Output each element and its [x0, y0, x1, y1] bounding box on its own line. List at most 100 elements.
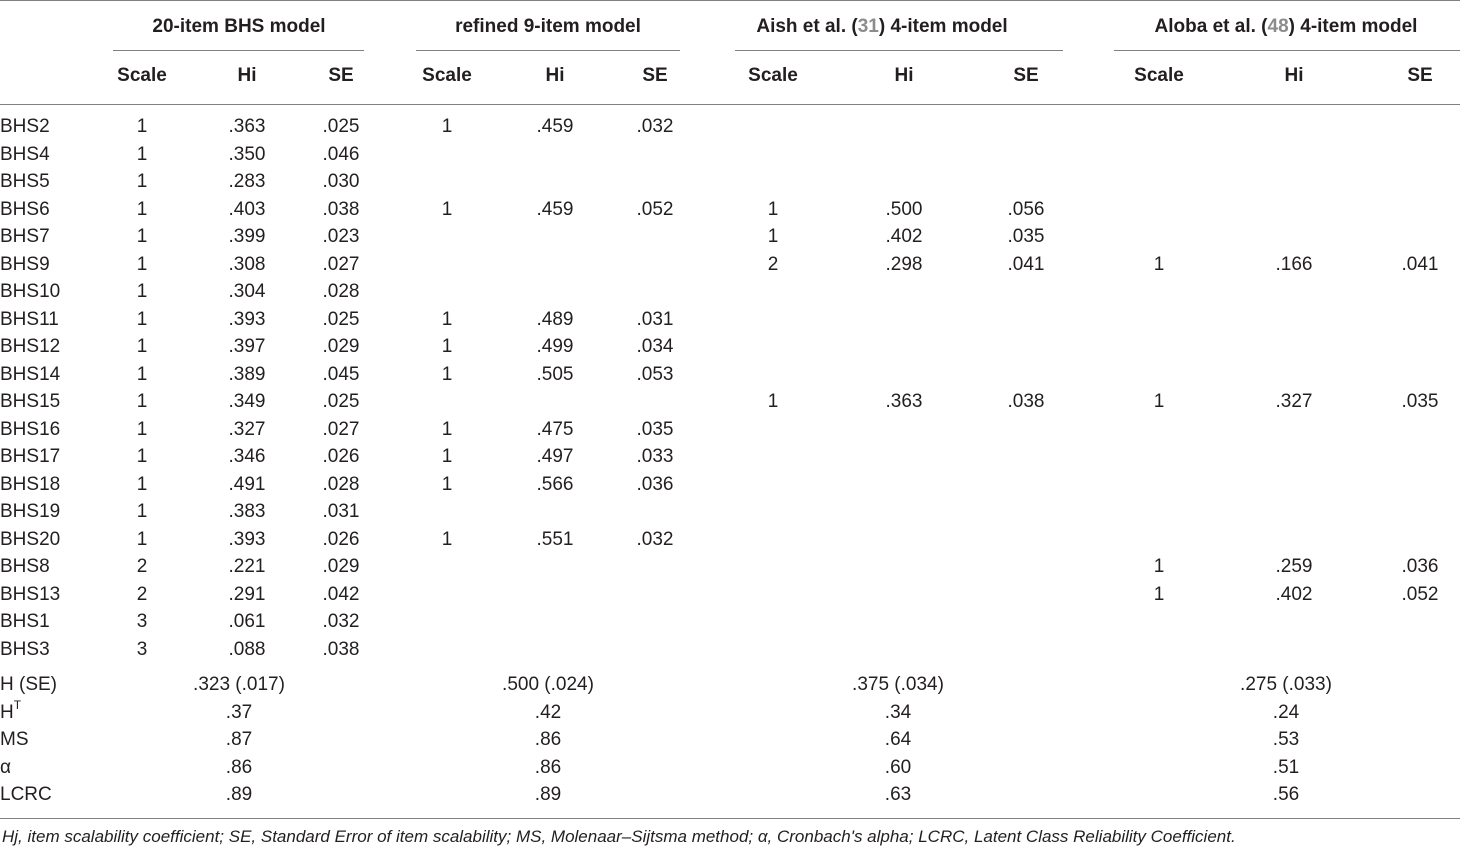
column-header-scale: Scale — [1134, 65, 1184, 86]
table-cell: .041 — [1401, 253, 1439, 275]
table-cell: 1 — [767, 226, 779, 247]
table-cell: .403 — [228, 198, 266, 220]
summary-value: .86 — [534, 729, 562, 751]
group-title-suffix: ) 4-item model — [878, 16, 1008, 37]
summary-label-text: H — [0, 701, 14, 723]
summary-value: .375 (.034) — [852, 674, 944, 695]
row-label: BHS11 — [0, 308, 59, 330]
table-cell: 1 — [1153, 556, 1165, 577]
table-cell: .056 — [1007, 198, 1045, 220]
table-cell: .053 — [636, 363, 674, 385]
summary-label: H (SE) — [0, 674, 57, 696]
summary-label-text: MS — [0, 729, 29, 751]
column-header-se: SE — [328, 65, 354, 86]
table-cell: .459 — [536, 198, 574, 220]
table-cell: .042 — [322, 583, 360, 605]
table-cell: .026 — [322, 528, 360, 550]
column-header-hi: Hi — [1284, 65, 1304, 86]
row-label: BHS5 — [0, 171, 50, 192]
summary-value: .86 — [534, 756, 562, 778]
table-cell: .046 — [322, 143, 360, 165]
table-cell: .399 — [228, 226, 266, 247]
table-cell: .026 — [322, 446, 360, 467]
table-cell: .032 — [322, 611, 360, 632]
table-cell: .025 — [322, 308, 360, 330]
table-cell: .308 — [228, 253, 266, 275]
column-header-hi: Hi — [545, 65, 565, 86]
summary-value: .34 — [884, 701, 912, 723]
table-cell: .491 — [228, 473, 266, 495]
summary-label: MS — [0, 729, 29, 751]
table-cell: .393 — [228, 528, 266, 550]
row-label: BHS16 — [0, 418, 61, 440]
summary-value: .60 — [884, 756, 912, 778]
table-cell: .259 — [1275, 556, 1313, 577]
table-cell: 1 — [136, 171, 148, 192]
row-label: BHS15 — [0, 391, 61, 412]
group-title-prefix: refined 9-item model — [455, 16, 641, 37]
table-cell: 1 — [136, 418, 148, 440]
table-cell: .035 — [1007, 226, 1045, 247]
table-cell: 1 — [441, 418, 453, 440]
summary-value: .63 — [884, 784, 912, 806]
summary-label-text: α — [0, 756, 11, 778]
table-cell: 1 — [136, 336, 148, 357]
table-cell: .363 — [885, 391, 923, 412]
table-cell: 3 — [136, 638, 148, 660]
table-cell: .350 — [228, 143, 266, 165]
table-cell: 1 — [136, 116, 148, 137]
summary-value: .56 — [1272, 784, 1300, 806]
table-cell: .035 — [1401, 391, 1439, 412]
table-cell: 1 — [136, 363, 148, 385]
row-label: BHS14 — [0, 363, 61, 385]
table-cell: 2 — [136, 583, 148, 605]
table-cell: 1 — [136, 198, 148, 220]
table-cell: .505 — [536, 363, 574, 385]
table-cell: 1 — [136, 473, 148, 495]
table-cell: .038 — [322, 638, 360, 660]
table-cell: 1 — [441, 116, 453, 137]
group-underline-1 — [113, 50, 364, 51]
table-cell: .346 — [228, 446, 266, 467]
table-cell: .349 — [228, 391, 266, 412]
table-cell: .036 — [1401, 556, 1439, 577]
table-cell: .397 — [228, 336, 266, 357]
table-cell: .032 — [636, 528, 674, 550]
table-cell: .038 — [322, 198, 360, 220]
reference-link[interactable]: 48 — [1267, 16, 1289, 37]
table-cell: .029 — [322, 336, 360, 357]
table-cell: 1 — [136, 391, 148, 412]
summary-value: .89 — [225, 784, 253, 806]
group-header-2: refined 9-item model — [455, 16, 641, 38]
table-cell: 1 — [136, 281, 148, 302]
table-cell: .088 — [228, 638, 266, 660]
summary-label: LCRC — [0, 784, 52, 806]
summary-value: .87 — [225, 729, 253, 751]
row-label: BHS3 — [0, 638, 50, 660]
reference-link[interactable]: 31 — [857, 16, 879, 37]
group-underline-3 — [735, 50, 1063, 51]
table-cell: .500 — [885, 198, 923, 220]
table-cell: .025 — [322, 116, 360, 137]
group-header-1: 20-item BHS model — [152, 16, 325, 38]
table-cell: 1 — [136, 528, 148, 550]
row-label: BHS12 — [0, 336, 61, 357]
table-cell: .363 — [228, 116, 266, 137]
table-cell: .393 — [228, 308, 266, 330]
column-header-scale: Scale — [117, 65, 167, 86]
summary-value: .89 — [534, 784, 562, 806]
column-header-scale: Scale — [748, 65, 798, 86]
table-cell: 1 — [441, 528, 453, 550]
table-cell: .221 — [228, 556, 266, 577]
group-title-suffix: ) 4-item model — [1288, 16, 1418, 37]
summary-value: .275 (.033) — [1240, 674, 1332, 695]
table-cell: .027 — [322, 418, 360, 440]
table-cell: .291 — [228, 583, 266, 605]
top-rule — [0, 0, 1460, 1]
group-title-prefix: Aloba et al. ( — [1154, 16, 1268, 37]
table-cell: 1 — [1153, 253, 1165, 275]
table-cell: .045 — [322, 363, 360, 385]
table-cell: .032 — [636, 116, 674, 137]
summary-label: HT — [0, 699, 21, 724]
row-label: BHS19 — [0, 501, 61, 522]
